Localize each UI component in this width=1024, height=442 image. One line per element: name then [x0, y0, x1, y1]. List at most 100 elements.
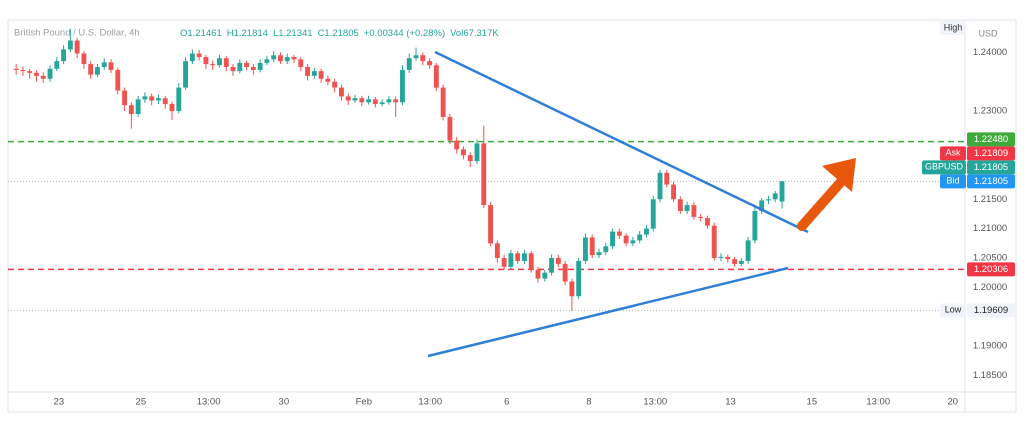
price-label: 1.19609	[974, 305, 1008, 316]
candle-body	[569, 281, 575, 297]
candle-body	[176, 87, 182, 112]
candle-body	[284, 57, 290, 62]
legend-item: Vol67.317K	[450, 28, 499, 39]
candle-body	[630, 240, 636, 244]
candle-body	[250, 67, 256, 70]
x-tick-label: 13:00	[197, 397, 221, 408]
candle-body	[359, 98, 365, 103]
candle-body	[583, 237, 588, 261]
candle-body	[454, 140, 460, 150]
x-tick-label: 8	[586, 397, 591, 408]
candle-body	[494, 243, 500, 259]
legend-item: O1.21461	[180, 28, 222, 39]
candle-body	[549, 258, 555, 273]
candle-body	[352, 98, 358, 101]
candle-body	[616, 231, 622, 236]
candle-body	[461, 149, 466, 156]
plot	[8, 28, 965, 311]
candle-body	[779, 181, 785, 202]
price-label-box	[967, 262, 1015, 277]
price-label-box	[967, 303, 1015, 318]
annotations	[427, 50, 856, 358]
price-label-box	[967, 132, 1015, 147]
candle-body	[705, 218, 710, 226]
x-tick-label: 20	[948, 397, 959, 408]
candle-body	[115, 69, 121, 91]
price-label: 1.20306	[974, 264, 1008, 275]
legend-item: H1.21814	[227, 28, 268, 39]
candle-body	[169, 104, 175, 112]
candle-body	[74, 40, 80, 54]
candle-body	[650, 199, 656, 229]
candle-body	[766, 199, 771, 201]
candle-body	[196, 53, 202, 58]
candle-body	[305, 67, 311, 76]
candle-body	[108, 62, 114, 70]
candle-body	[400, 69, 405, 103]
candle-body	[264, 59, 270, 63]
chart-title: British Pound / U.S. Dollar, 4h	[14, 28, 140, 39]
price-label: 1.21805	[974, 176, 1008, 187]
price-label-box	[967, 146, 1015, 161]
candle-body	[149, 96, 155, 101]
candle-body	[27, 71, 33, 73]
candle-body	[379, 102, 385, 105]
candle-body	[95, 67, 100, 75]
candle-body	[474, 143, 480, 162]
candle-body	[738, 260, 744, 264]
candle-body	[339, 87, 344, 97]
legend-item: C1.21805	[318, 28, 359, 39]
candle-body	[318, 71, 324, 79]
candle-body	[271, 55, 277, 60]
candle-body	[183, 61, 189, 88]
candle-body	[501, 258, 507, 267]
candle-body	[698, 216, 704, 219]
x-tick-label: 25	[136, 397, 147, 408]
ohlc-legend: O1.21461 H1.21814 L1.21341 C1.21805 +0.00344…	[180, 28, 499, 39]
x-tick-label: 13:00	[418, 397, 442, 408]
candle-body	[345, 96, 351, 101]
x-tick-label: 13	[725, 397, 736, 408]
y-tick-label: 1.21500	[973, 194, 1007, 205]
candle-body	[610, 231, 616, 247]
candle-body	[413, 55, 419, 59]
x-tick-label: 6	[504, 397, 509, 408]
candle-body	[61, 49, 67, 62]
candle-body	[386, 99, 392, 103]
price-name-box	[940, 174, 966, 189]
candle-body	[244, 62, 250, 68]
price-name: Low	[945, 305, 962, 315]
price-name-box	[940, 303, 966, 318]
candle-body	[47, 68, 53, 79]
price-label-box	[967, 174, 1015, 189]
price-name-box	[940, 146, 966, 161]
price-name-box	[922, 160, 966, 175]
candle-body	[210, 64, 216, 66]
candle-body	[278, 55, 283, 62]
candle-body	[332, 81, 338, 88]
candle-body	[427, 61, 433, 66]
x-tick-label: 30	[279, 397, 290, 408]
candle-body	[562, 263, 568, 282]
price-name: GBPUSD	[925, 162, 964, 172]
candle-body	[298, 59, 304, 68]
candle-body	[725, 256, 731, 260]
price-label: 1.21805	[974, 162, 1008, 173]
candle-body	[515, 253, 521, 261]
candle-body	[596, 252, 602, 256]
candle-body	[128, 105, 134, 115]
candle-body	[162, 98, 168, 105]
x-tick-label: Feb	[356, 397, 372, 408]
legend-item: +0.00344 (+0.28%)	[364, 28, 445, 39]
candle-body	[576, 260, 582, 297]
candle-body	[34, 72, 39, 76]
candle-body	[366, 99, 372, 103]
x-tick-label: 23	[54, 397, 65, 408]
candle-body	[189, 53, 195, 62]
candle-body	[542, 272, 548, 279]
candle-body	[684, 205, 690, 211]
candle-body	[718, 256, 724, 259]
y-tick-label: 1.20000	[973, 282, 1007, 293]
candle-body	[406, 58, 412, 70]
candle-body	[589, 237, 595, 256]
